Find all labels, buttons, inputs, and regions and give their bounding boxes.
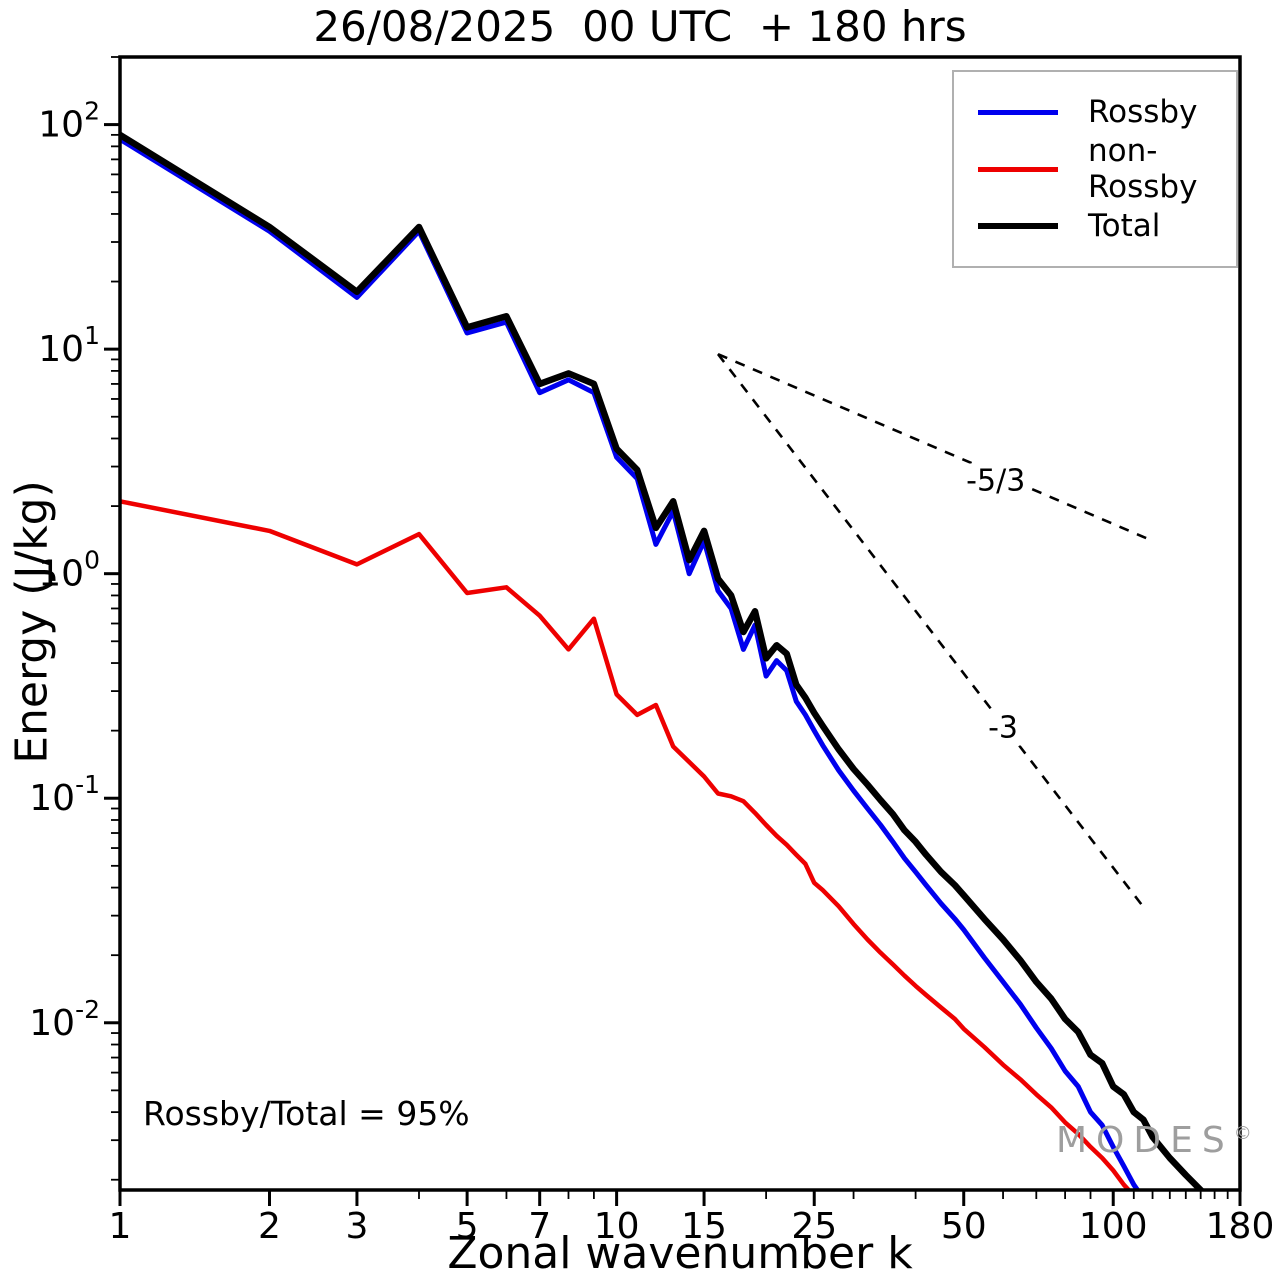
x-tick-label: 1 xyxy=(109,1206,132,1247)
x-tick-label: 25 xyxy=(791,1206,837,1247)
slope-guide--5/3 xyxy=(717,352,1154,543)
x-tick-label: 3 xyxy=(345,1206,368,1247)
legend-label-non-rossby: non-Rossby xyxy=(1088,133,1198,205)
y-tick-label: 101 xyxy=(38,321,100,370)
slope-label-minus-3: -3 xyxy=(984,710,1023,746)
modes-watermark: MODES© xyxy=(1056,1120,1252,1161)
y-axis-label: Energy (J/kg) xyxy=(6,480,58,764)
legend-item-total: Total xyxy=(978,208,1212,244)
x-tick-label: 180 xyxy=(1206,1206,1275,1247)
x-tick-label: 100 xyxy=(1079,1206,1148,1247)
x-tick-label: 10 xyxy=(594,1206,640,1247)
legend-item-rossby: Rossby xyxy=(978,94,1212,130)
x-tick-label: 7 xyxy=(528,1206,551,1247)
legend-label-rossby: Rossby xyxy=(1088,94,1198,130)
slope-guide--3 xyxy=(716,353,1147,911)
axes-frame xyxy=(118,55,1242,1192)
series-line-Rossby xyxy=(120,136,1141,1190)
x-tick-label: 2 xyxy=(258,1206,281,1247)
y-tick-label: 102 xyxy=(38,97,100,146)
copyright-symbol: © xyxy=(1233,1123,1252,1144)
y-tick-label: 100 xyxy=(38,546,100,595)
total-line-swatch xyxy=(978,223,1058,229)
series-lines xyxy=(120,131,1206,1190)
y-tick-label: 10-2 xyxy=(29,995,100,1044)
x-tick-label: 5 xyxy=(456,1206,479,1247)
rossby-line-swatch xyxy=(978,109,1058,115)
modes-watermark-text: MODES xyxy=(1056,1120,1234,1161)
x-tick-label: 15 xyxy=(681,1206,727,1247)
series-line-Total xyxy=(120,131,1206,1190)
x-axis-ticks: 1 2 3 5 7 10 15 25 50 100 180 xyxy=(109,1190,1275,1247)
slope-label-minus-5-3: -5/3 xyxy=(962,463,1030,498)
series-line-non-Rossby xyxy=(120,499,1132,1190)
x-axis-label: Zonal wavenumber k xyxy=(447,1228,913,1279)
legend: Rossby non-Rossby Total xyxy=(952,70,1238,268)
rossby-total-ratio-annotation: Rossby/Total = 95% xyxy=(143,1094,470,1133)
legend-label-total: Total xyxy=(1088,208,1161,244)
non-rossby-line-swatch xyxy=(978,166,1058,172)
y-tick-label: 10-1 xyxy=(29,770,100,819)
legend-item-non-rossby: non-Rossby xyxy=(978,133,1212,205)
x-tick-label: 50 xyxy=(941,1206,987,1247)
chart-title: 26/08/2025 00 UTC + 180 hrs xyxy=(313,2,967,51)
